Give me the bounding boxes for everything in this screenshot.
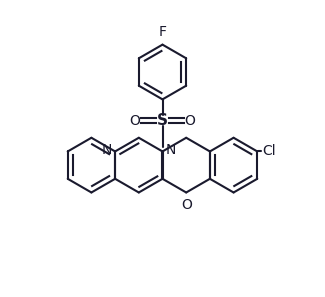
Text: O: O xyxy=(181,198,192,212)
Text: F: F xyxy=(159,25,166,39)
Text: S: S xyxy=(157,113,168,128)
Text: O: O xyxy=(130,113,141,127)
Text: Cl: Cl xyxy=(262,144,276,158)
Text: O: O xyxy=(184,113,195,127)
Text: N: N xyxy=(166,143,176,157)
Text: N: N xyxy=(101,143,111,157)
